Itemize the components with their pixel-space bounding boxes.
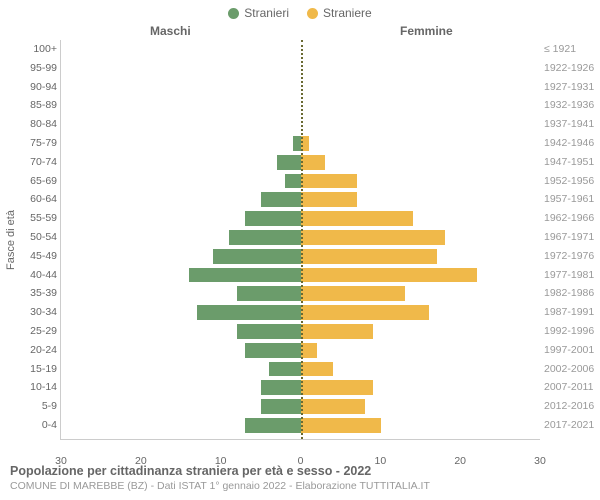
- age-label: 35-39: [9, 284, 57, 303]
- birth-label: 1922-1926: [544, 59, 600, 78]
- axis-zero-line: [301, 40, 303, 439]
- bar-female: [301, 155, 325, 170]
- birth-label: 1987-1991: [544, 303, 600, 322]
- birth-label: 1927-1931: [544, 78, 600, 97]
- bar-male: [261, 399, 301, 414]
- bar-female: [301, 211, 413, 226]
- header-female: Femmine: [400, 24, 453, 38]
- age-label: 95-99: [9, 59, 57, 78]
- birth-label: 1947-1951: [544, 153, 600, 172]
- bar-female: [301, 230, 445, 245]
- legend-dot-male: [228, 8, 239, 19]
- legend-label-female: Straniere: [323, 6, 372, 20]
- age-label: 40-44: [9, 266, 57, 285]
- birth-label: 2017-2021: [544, 416, 600, 435]
- birth-label: 1992-1996: [544, 322, 600, 341]
- legend-item-female: Straniere: [307, 6, 372, 20]
- chart-title: Popolazione per cittadinanza straniera p…: [10, 464, 590, 478]
- birth-label: 1937-1941: [544, 115, 600, 134]
- bar-male: [261, 380, 301, 395]
- birth-label: 1942-1946: [544, 134, 600, 153]
- legend-item-male: Stranieri: [228, 6, 289, 20]
- age-label: 25-29: [9, 322, 57, 341]
- birth-label: 1957-1961: [544, 190, 600, 209]
- age-label: 55-59: [9, 209, 57, 228]
- bar-male: [237, 324, 301, 339]
- birth-label: 1952-1956: [544, 172, 600, 191]
- age-label: 15-19: [9, 360, 57, 379]
- age-label: 80-84: [9, 115, 57, 134]
- bar-male: [213, 249, 301, 264]
- age-label: 85-89: [9, 96, 57, 115]
- birth-label: 1962-1966: [544, 209, 600, 228]
- bar-male: [293, 136, 301, 151]
- bar-male: [245, 343, 301, 358]
- bar-male: [245, 211, 301, 226]
- bar-male: [269, 362, 301, 377]
- bar-male: [229, 230, 301, 245]
- birth-label: 2012-2016: [544, 397, 600, 416]
- bar-female: [301, 192, 357, 207]
- bar-female: [301, 418, 381, 433]
- bar-female: [301, 324, 373, 339]
- age-label: 0-4: [9, 416, 57, 435]
- birth-label: 1967-1971: [544, 228, 600, 247]
- chart-area: Fasce di età Anni di nascita 100+≤ 19219…: [60, 40, 540, 440]
- birth-label: 1972-1976: [544, 247, 600, 266]
- birth-label: 1932-1936: [544, 96, 600, 115]
- bar-male: [189, 268, 301, 283]
- age-label: 75-79: [9, 134, 57, 153]
- bar-female: [301, 380, 373, 395]
- bar-male: [277, 155, 301, 170]
- legend-label-male: Stranieri: [244, 6, 289, 20]
- age-label: 45-49: [9, 247, 57, 266]
- footer: Popolazione per cittadinanza straniera p…: [10, 464, 590, 492]
- age-label: 90-94: [9, 78, 57, 97]
- birth-label: 1982-1986: [544, 284, 600, 303]
- birth-label: 1997-2001: [544, 341, 600, 360]
- header-male: Maschi: [150, 24, 191, 38]
- age-label: 70-74: [9, 153, 57, 172]
- age-label: 60-64: [9, 190, 57, 209]
- age-label: 10-14: [9, 378, 57, 397]
- chart-subtitle: COMUNE DI MAREBBE (BZ) - Dati ISTAT 1° g…: [10, 480, 590, 492]
- bar-female: [301, 268, 477, 283]
- bar-male: [197, 305, 301, 320]
- age-label: 5-9: [9, 397, 57, 416]
- age-label: 50-54: [9, 228, 57, 247]
- birth-label: 2002-2006: [544, 360, 600, 379]
- bar-female: [301, 399, 365, 414]
- legend-dot-female: [307, 8, 318, 19]
- bar-female: [301, 249, 437, 264]
- birth-label: 1977-1981: [544, 266, 600, 285]
- bar-female: [301, 174, 357, 189]
- age-label: 65-69: [9, 172, 57, 191]
- bar-female: [301, 286, 405, 301]
- age-label: 30-34: [9, 303, 57, 322]
- age-label: 100+: [9, 40, 57, 59]
- bar-male: [237, 286, 301, 301]
- birth-label: ≤ 1921: [544, 40, 600, 59]
- bar-male: [261, 192, 301, 207]
- age-label: 20-24: [9, 341, 57, 360]
- bar-female: [301, 305, 429, 320]
- bar-female: [301, 343, 317, 358]
- legend: Stranieri Straniere: [0, 0, 600, 20]
- bar-female: [301, 362, 333, 377]
- bar-male: [285, 174, 301, 189]
- bar-male: [245, 418, 301, 433]
- birth-label: 2007-2011: [544, 378, 600, 397]
